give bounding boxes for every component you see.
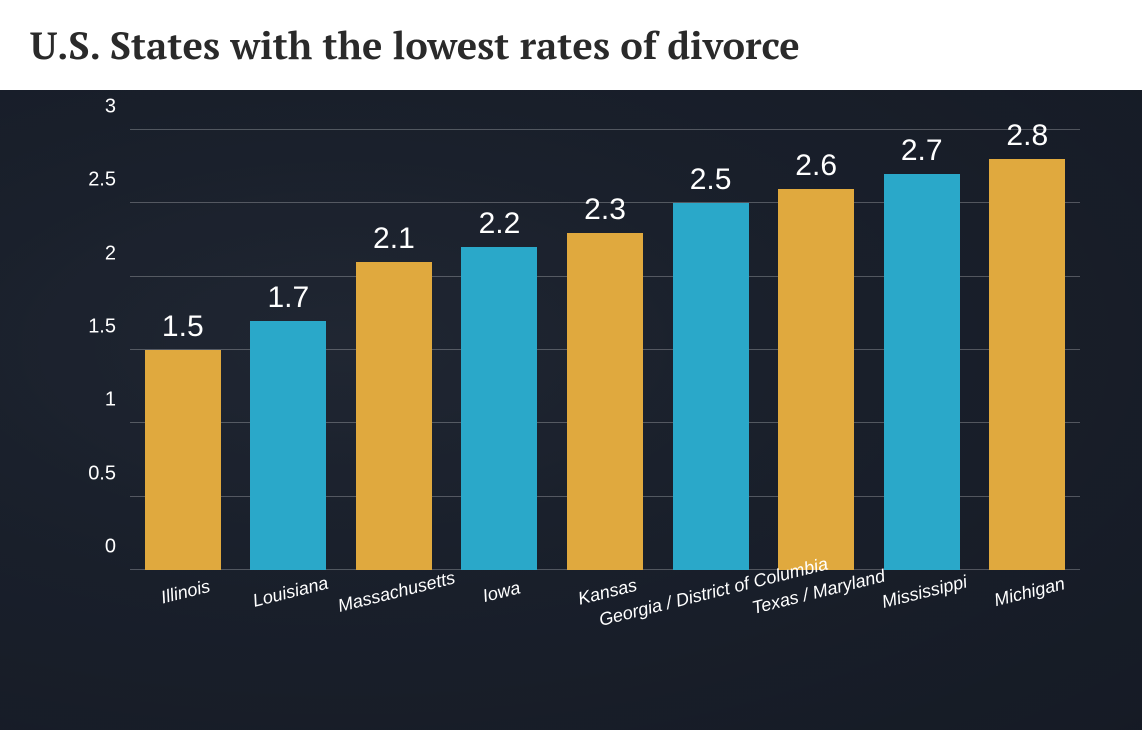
bar-slot: 1.5	[130, 130, 236, 570]
bar: 2.7	[884, 174, 960, 570]
bar-slot: 2.5	[658, 130, 764, 570]
bar-value-label: 2.3	[584, 193, 626, 227]
bar-value-label: 2.5	[690, 163, 732, 197]
x-label-slot: Mississippi	[869, 570, 975, 690]
x-tick-label: Texas / Maryland	[750, 566, 887, 619]
bar: 2.1	[356, 262, 432, 570]
bar-value-label: 2.7	[901, 134, 943, 168]
y-tick-label: 0.5	[88, 462, 130, 485]
x-tick-label: Illinois	[159, 576, 213, 608]
x-tick-label: Iowa	[481, 577, 523, 607]
y-tick-label: 2.5	[88, 169, 130, 192]
bar-slot: 2.2	[447, 130, 553, 570]
bar: 2.8	[989, 159, 1065, 570]
bar: 2.6	[778, 189, 854, 570]
chart-title: U.S. States with the lowest rates of div…	[30, 20, 1112, 70]
y-tick-label: 2	[105, 242, 130, 265]
title-bar: U.S. States with the lowest rates of div…	[0, 0, 1142, 90]
x-label-slot: Georgia / District of Columbia	[658, 570, 764, 690]
bars-container: 1.5 1.7 2.1 2.2 2.3 2.5 2.6 2.7 2.8	[130, 130, 1080, 570]
bar: 2.3	[567, 233, 643, 570]
x-tick-label: Mississippi	[880, 571, 970, 612]
x-label-slot: Michigan	[975, 570, 1081, 690]
y-tick-label: 0	[105, 536, 130, 559]
bar: 2.5	[673, 203, 749, 570]
chart-area: 0 0.5 1 1.5 2 2.5 3 1.5 1.7 2.1 2.2 2.3 2.5 2.6 2.7 2.…	[0, 90, 1142, 730]
bar-slot: 2.1	[341, 130, 447, 570]
bar-value-label: 1.7	[267, 281, 309, 315]
y-tick-label: 3	[105, 96, 130, 119]
bar-slot: 2.6	[763, 130, 869, 570]
bar: 2.2	[461, 247, 537, 570]
x-tick-label: Massachusetts	[336, 567, 458, 616]
plot-region: 00.511.522.53 1.51.72.12.22.32.52.62.72.…	[130, 130, 1080, 570]
x-label-slot: Iowa	[447, 570, 553, 690]
x-label-slot: Massachusetts	[341, 570, 447, 690]
bar-slot: 2.7	[869, 130, 975, 570]
x-label-slot: Louisiana	[236, 570, 342, 690]
y-tick-label: 1.5	[88, 316, 130, 339]
bar: 1.5	[145, 350, 221, 570]
bar: 1.7	[250, 321, 326, 570]
x-axis-labels: IllinoisLouisianaMassachusettsIowaKansas…	[130, 570, 1080, 690]
bar-slot: 2.3	[552, 130, 658, 570]
x-label-slot: Texas / Maryland	[763, 570, 869, 690]
bar-value-label: 2.1	[373, 222, 415, 256]
x-tick-label: Louisiana	[251, 573, 331, 612]
y-tick-label: 1	[105, 389, 130, 412]
bar-value-label: 2.8	[1006, 119, 1048, 153]
bar-slot: 1.7	[236, 130, 342, 570]
x-tick-label: Michigan	[992, 573, 1067, 611]
bar-value-label: 1.5	[162, 310, 204, 344]
bar-slot: 2.8	[975, 130, 1081, 570]
bar-value-label: 2.2	[479, 207, 521, 241]
x-label-slot: Illinois	[130, 570, 236, 690]
bar-value-label: 2.6	[795, 149, 837, 183]
